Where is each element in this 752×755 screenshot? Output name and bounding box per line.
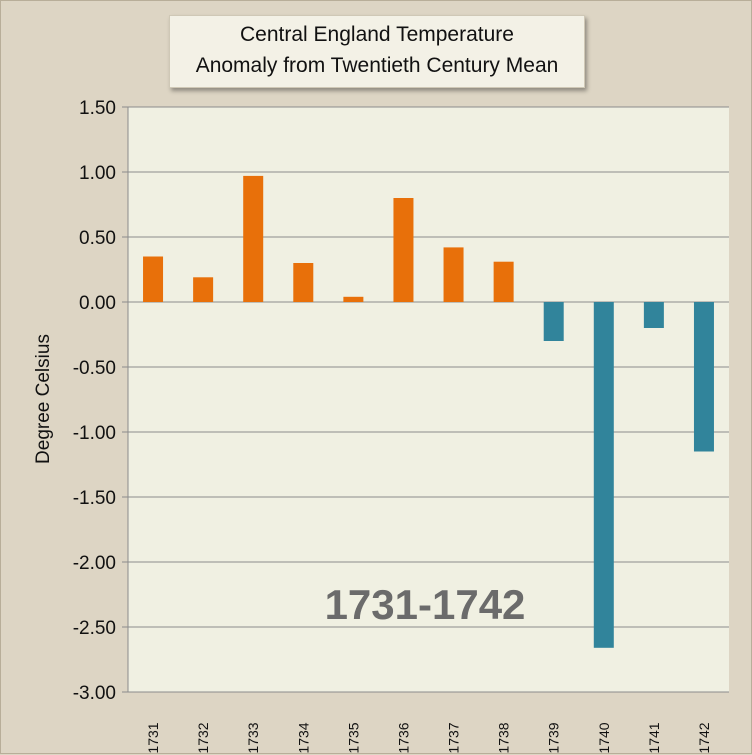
- x-tick-label: 1735: [345, 722, 361, 753]
- gridlines: [128, 106, 729, 693]
- x-tick-label: 1742: [696, 722, 712, 753]
- x-tick-label: 1732: [195, 722, 211, 753]
- bar-1737: [443, 247, 464, 302]
- bar-1732: [193, 277, 214, 302]
- x-tick-label: 1739: [546, 722, 562, 753]
- chart-title-box: Central England Temperature Anomaly from…: [169, 15, 585, 88]
- x-tick-label: 1731: [145, 722, 161, 753]
- bar-1742: [693, 302, 714, 452]
- y-tick-label: -2.00: [73, 553, 116, 574]
- y-tick-label: 1.50: [79, 98, 116, 119]
- bar-1733: [243, 175, 264, 302]
- bar-1731: [143, 256, 164, 302]
- x-tick-label: 1737: [446, 722, 462, 753]
- y-tick-label: 0.50: [79, 228, 116, 249]
- x-tick-label: 1734: [295, 722, 311, 753]
- y-tick-label: 0.00: [79, 293, 116, 314]
- x-tick-label: 1738: [496, 722, 512, 753]
- x-tick-label: 1733: [245, 722, 261, 753]
- y-axis-ticks: 1.50 1.00 0.50 0.00 -0.50 -1.00 -1.50 -2.00 -2.5…: [73, 98, 129, 704]
- y-tick-label: -0.50: [73, 358, 116, 379]
- y-axis-label: Degree Celsius: [33, 334, 54, 464]
- y-tick-label: -1.00: [73, 423, 116, 444]
- x-axis-ticks: 1731 1732 1733 1734 1735 1736 1737 1738 1739 1740…: [145, 722, 712, 753]
- chart-subtitle: Anomaly from Twentieth Century Mean: [195, 54, 559, 77]
- y-tick-label: -2.50: [73, 618, 116, 639]
- bars: [143, 175, 714, 648]
- x-tick-label: 1736: [395, 722, 411, 753]
- bar-1736: [393, 198, 414, 302]
- y-tick-label: -1.50: [73, 488, 116, 509]
- x-tick-label: 1740: [596, 722, 612, 753]
- x-tick-label: 1741: [646, 722, 662, 753]
- bar-1734: [293, 263, 314, 302]
- bar-1740: [593, 302, 614, 648]
- bar-1735: [343, 296, 364, 302]
- bar-1741: [643, 302, 664, 328]
- plot-area: [128, 107, 729, 692]
- bar-1738: [493, 261, 514, 302]
- chart-annotation: 1731-1742: [325, 581, 526, 628]
- bar-1739: [543, 302, 564, 341]
- y-tick-label: 1.00: [79, 163, 116, 184]
- y-tick-label: -3.00: [73, 683, 116, 704]
- chart-title: Central England Temperature: [240, 23, 514, 46]
